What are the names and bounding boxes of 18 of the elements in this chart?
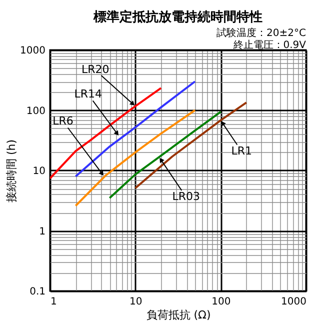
y-tick-label: 0.1 — [30, 286, 46, 298]
x-tick-label: 100 — [212, 296, 231, 308]
x-tick-label: 1 — [50, 296, 57, 308]
annotation: LR1 — [231, 144, 252, 158]
chart-title: 標準定抵抗放電持続時間特性 — [92, 9, 262, 25]
y-tick-label: 100 — [26, 106, 46, 117]
x-axis-title: 負荷抵抗 (Ω) — [146, 308, 211, 322]
y-axis-title: 接続時間 (h) — [5, 139, 18, 203]
x-tick-label: 1000 — [281, 296, 306, 308]
x-tick-label: 10 — [129, 296, 142, 308]
chart-subtitle: 試験温度：20±2°C 終止電圧：0.9V — [216, 27, 306, 51]
y-tick-label: 10 — [32, 166, 46, 177]
annotation: LR03 — [172, 190, 200, 204]
annotation: LR6 — [52, 114, 74, 128]
y-tick-label: 1000 — [20, 46, 46, 56]
annotation: LR20 — [81, 63, 110, 76]
y-tick-label: 1 — [39, 226, 46, 238]
annotation: LR14 — [74, 87, 102, 100]
